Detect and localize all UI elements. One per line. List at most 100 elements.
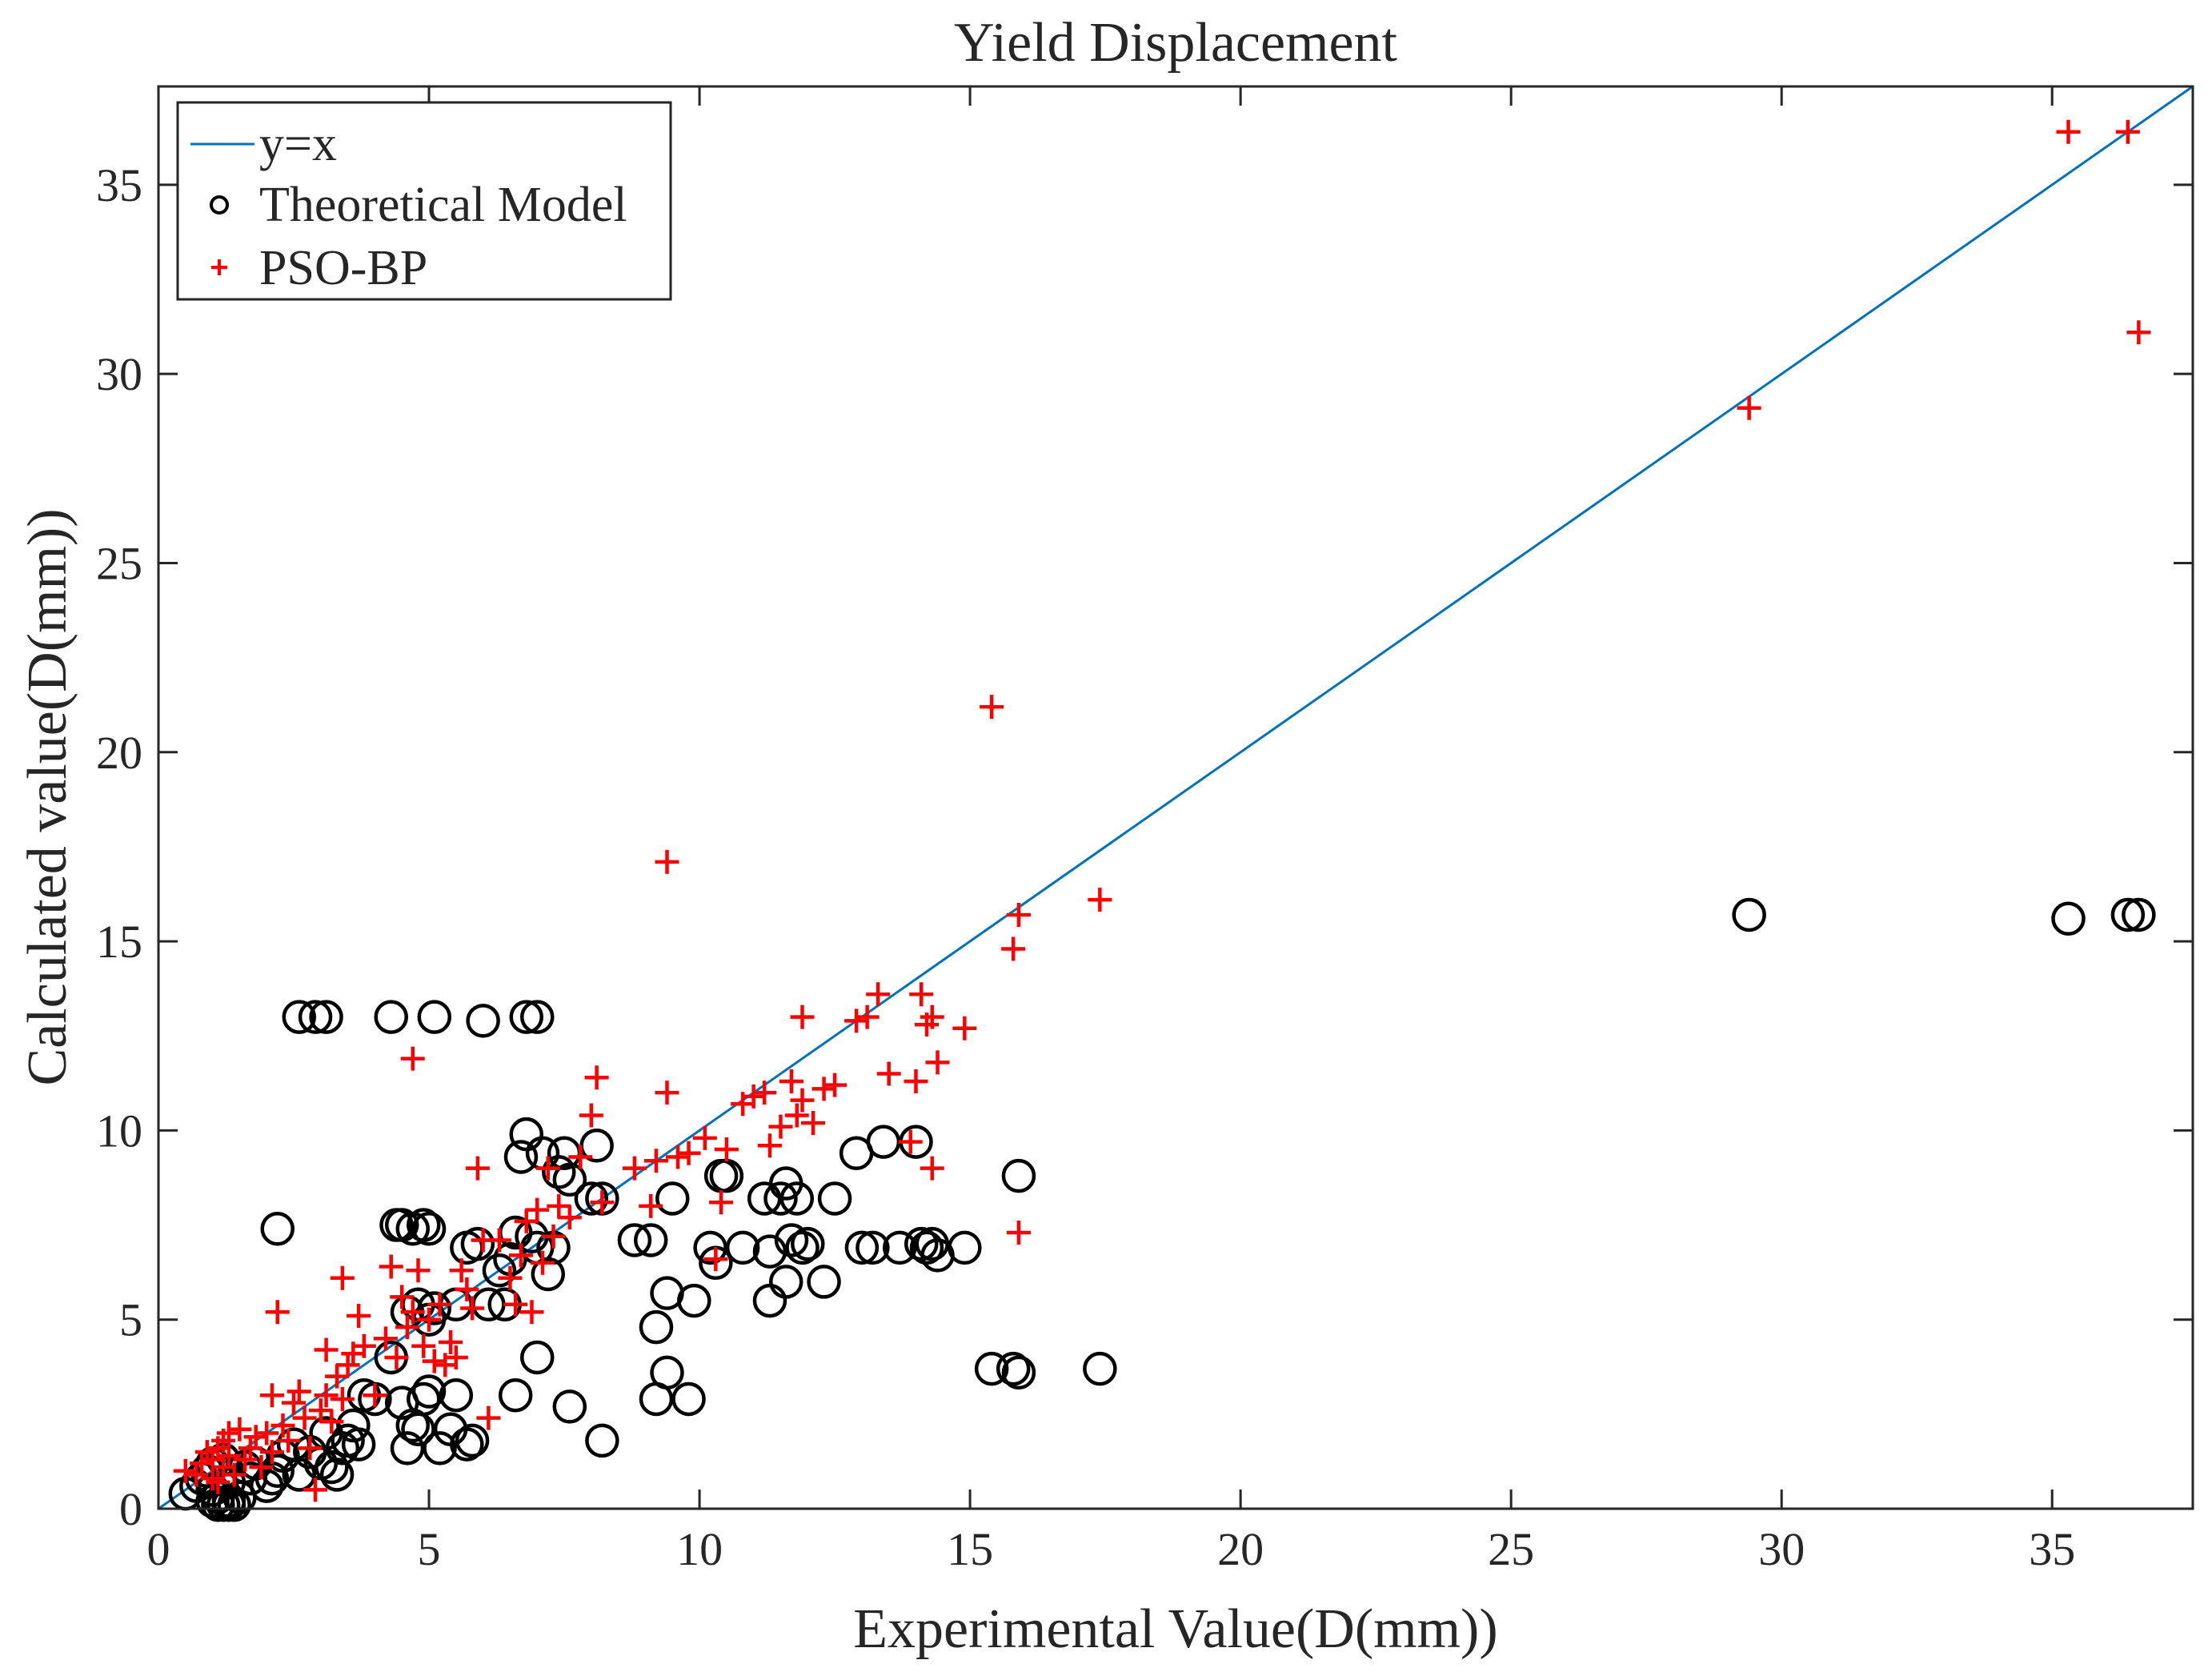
theoretical-point (519, 1340, 555, 1375)
theoretical-point (282, 1457, 317, 1492)
pso-bp-point (703, 1247, 728, 1272)
pso-bp-point (784, 1103, 809, 1128)
theoretical-point (309, 1000, 343, 1034)
theoretical-point (693, 1230, 727, 1265)
pso-bp-point (714, 1137, 739, 1162)
pso-bp-point (531, 1250, 555, 1275)
theoretical-point (909, 1230, 944, 1265)
pso-bp-point (411, 1333, 436, 1358)
pso-bp-point (487, 1228, 511, 1253)
x-tick-label: 0 (147, 1523, 170, 1575)
theoretical-point (948, 1230, 982, 1265)
pso-bp-point (384, 1345, 409, 1369)
pso-bp-point (1006, 1221, 1031, 1245)
pso-bp-point (898, 1129, 923, 1154)
chart-title: Yield Displacement (954, 12, 1398, 74)
legend-plus-marker-icon (211, 259, 227, 275)
y-tick-label: 35 (96, 159, 142, 211)
legend-label-theoretical: Theoretical Model (259, 178, 627, 232)
pso-bp-point (823, 1073, 848, 1097)
theoretical-point (407, 1381, 441, 1417)
pso-bp-point (249, 1455, 274, 1480)
pso-bp-point (400, 1300, 425, 1325)
pso-bp-point (363, 1383, 387, 1408)
y-tick-label: 25 (96, 537, 142, 589)
pso-bp-point (741, 1084, 766, 1109)
theoretical-point (531, 1257, 566, 1292)
theoretical-point (725, 1230, 760, 1265)
theoretical-point (974, 1351, 1009, 1386)
theoretical-point (639, 1309, 674, 1345)
pso-bp-point (920, 1004, 944, 1029)
pso-bp-point (373, 1326, 398, 1351)
x-tick-label: 25 (1488, 1523, 1534, 1575)
theoretical-point (282, 1000, 317, 1034)
pso-bp-point (439, 1330, 463, 1355)
pso-bp-point (909, 982, 934, 1007)
theoretical-point (655, 1181, 690, 1216)
x-axis-ticks: 0 5 10 15 20 25 30 35 (147, 86, 2075, 1575)
theoretical-point (2051, 901, 2086, 936)
pso-bp-point (692, 1125, 717, 1150)
pso-bp-point (270, 1413, 295, 1438)
y-tick-label: 30 (96, 348, 142, 400)
theoretical-point (768, 1265, 803, 1299)
theoretical-point (552, 1389, 587, 1424)
pso-bp-point (330, 1386, 355, 1411)
pso-bp-point (287, 1379, 311, 1404)
pso-bp-point (308, 1398, 333, 1423)
pso-bp-point (347, 1303, 371, 1328)
pso-bp-point (525, 1197, 550, 1222)
pso-bp-point (2115, 119, 2140, 144)
legend-label-line: y=x (259, 117, 337, 171)
pso-bp-point (184, 1462, 209, 1487)
theoretical-point (817, 1181, 852, 1216)
pso-bp-point (666, 1145, 691, 1169)
theoretical-point (325, 1431, 360, 1465)
pso-bp-point (779, 1069, 803, 1093)
pso-bp-point (503, 1292, 528, 1317)
theoretical-point (763, 1181, 798, 1216)
x-tick-label: 10 (676, 1523, 723, 1575)
pso-bp-point (233, 1447, 258, 1472)
theoretical-point (633, 1223, 668, 1257)
theoretical-point (439, 1377, 474, 1413)
pso-bp-point (298, 1436, 323, 1461)
pso-bp-point (173, 1458, 198, 1483)
pso-bp-point (292, 1405, 317, 1430)
pso-bp-point (508, 1243, 533, 1268)
theoretical-point (650, 1355, 684, 1390)
plot-frame (157, 85, 2194, 1510)
theoretical-point (574, 1181, 609, 1216)
pso-bp-point (790, 1004, 815, 1029)
pso-bp-point (319, 1409, 344, 1434)
theoretical-point (498, 1377, 533, 1413)
theoretical-point (260, 1212, 295, 1246)
pso-bp-point (265, 1300, 290, 1325)
y-axis-label: Calculated value(D(mm)) (17, 508, 78, 1085)
pso-bp-point (282, 1390, 307, 1415)
theoretical-point (423, 1431, 457, 1465)
pso-bp-point (476, 1405, 501, 1430)
theoretical-point (407, 1208, 441, 1242)
y-tick-label: 10 (96, 1105, 142, 1157)
pso-bp-point (1001, 936, 1026, 961)
theoretical-point (417, 1291, 452, 1325)
pso-bp-point (190, 1451, 214, 1476)
pso-bp-point (811, 1077, 836, 1101)
pso-bp-point (238, 1436, 262, 1461)
pso-bp-point (395, 1315, 419, 1340)
pso-bp-point (400, 1046, 425, 1071)
x-tick-label: 20 (1217, 1523, 1264, 1575)
pso-bp-point (568, 1145, 593, 1169)
theoretical-point (1001, 1355, 1036, 1390)
pso-bp-point (417, 1307, 442, 1332)
theoretical-point (336, 1408, 371, 1443)
theoretical-point (552, 1162, 587, 1197)
x-tick-label: 30 (1758, 1523, 1805, 1575)
x-tick-label: 5 (418, 1523, 441, 1575)
pso-bp-point (920, 1156, 944, 1181)
pso-bp-point (222, 1462, 246, 1487)
theoretical-point (774, 1223, 809, 1257)
